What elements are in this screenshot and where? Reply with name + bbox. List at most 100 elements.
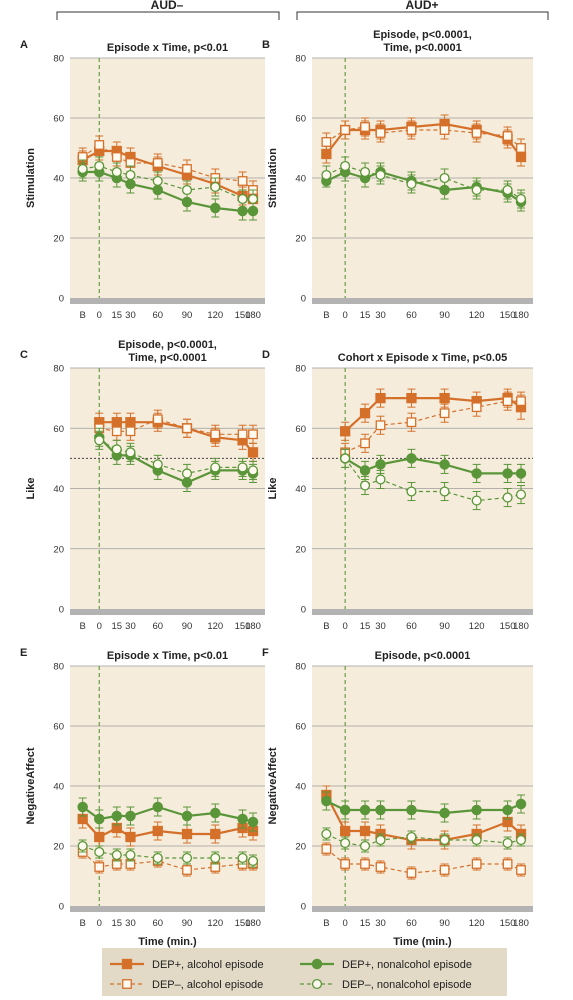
data-point [152, 801, 163, 813]
data-point [406, 868, 417, 878]
x-tick-label: 180 [513, 918, 529, 929]
data-point [94, 140, 105, 150]
y-tick-label: 40 [295, 174, 306, 185]
data-point [237, 462, 248, 473]
y-tick-label: 60 [53, 722, 64, 733]
series-depplus-nonalcohol-episode [321, 791, 527, 823]
x-axis-band [70, 609, 265, 615]
y-tick-label: 20 [53, 842, 64, 853]
data-point [375, 834, 386, 846]
x-tick-label: B [80, 310, 86, 321]
data-point [210, 202, 221, 214]
data-point [471, 468, 482, 479]
series-depminus-nonalcohol-episode [77, 156, 259, 209]
data-point [439, 459, 450, 470]
data-point [237, 176, 248, 186]
x-tick-label: 0 [343, 621, 348, 632]
x-tick-label: B [80, 621, 86, 632]
legend-label: DEP–, nonalcohol episode [342, 979, 472, 991]
y-axis-label: NegativeAffect [25, 747, 37, 824]
legend-swatch-marker [121, 958, 133, 970]
x-tick-label: 180 [513, 310, 529, 321]
panel-title: Time, p<0.0001 [128, 352, 206, 364]
y-tick-label: 80 [295, 54, 306, 65]
data-point [247, 193, 259, 205]
series-line [82, 851, 253, 871]
x-tick-label: 30 [125, 621, 136, 632]
data-point [406, 804, 417, 816]
data-point [125, 849, 136, 861]
data-point [181, 852, 193, 864]
data-point [247, 465, 259, 476]
x-tick-label: 0 [97, 310, 102, 321]
series-line [344, 400, 521, 453]
legend-box [102, 948, 507, 996]
x-tick-label: 150 [235, 918, 251, 929]
data-point [321, 795, 332, 807]
series-depminus-nonalcohol-episode [94, 430, 259, 483]
y-tick-label: 80 [295, 364, 306, 375]
series-depminus-nonalcohol-episode [321, 827, 527, 853]
data-point [471, 804, 482, 816]
y-tick-label: 80 [53, 662, 64, 673]
data-point [471, 859, 482, 869]
x-tick-label: B [80, 918, 86, 929]
data-point [406, 486, 417, 497]
y-tick-label: 20 [53, 234, 64, 245]
data-point [125, 810, 136, 822]
data-point [152, 158, 163, 168]
x-tick-label: 150 [235, 621, 251, 632]
data-point [439, 392, 450, 404]
data-point [152, 852, 163, 864]
data-point [439, 486, 450, 497]
x-axis-label: Time (min.) [138, 936, 197, 948]
data-point [247, 855, 259, 867]
data-point [94, 862, 105, 872]
x-axis-label: Time (min.) [393, 936, 452, 948]
y-axis-label: Like [267, 477, 279, 499]
x-tick-label: 0 [97, 918, 102, 929]
legend-item-depminus-nonalcohol-episode: DEP–, nonalcohol episode [300, 978, 472, 991]
data-point [94, 831, 105, 843]
data-point [515, 834, 527, 846]
data-point [516, 143, 526, 153]
data-point [111, 152, 122, 162]
data-point [406, 417, 417, 428]
data-point [181, 184, 193, 196]
x-tick-label: 150 [500, 918, 516, 929]
series-depminus-nonalcohol-episode [77, 839, 259, 868]
x-axis-band [312, 609, 533, 615]
panel-letter: B [262, 39, 270, 51]
y-tick-label: 40 [295, 782, 306, 793]
panel-title: Episode, p<0.0001, [373, 29, 472, 41]
x-tick-label: 15 [360, 310, 371, 321]
data-point [502, 859, 513, 869]
data-point [210, 828, 221, 840]
x-tick-label: 60 [152, 310, 163, 321]
y-tick-label: 80 [53, 54, 64, 65]
data-point [406, 453, 417, 464]
series-line [326, 165, 522, 200]
x-tick-label: 30 [125, 310, 136, 321]
data-point [152, 175, 163, 187]
y-tick-label: 0 [301, 294, 306, 305]
data-point [321, 844, 332, 854]
data-point [360, 438, 370, 449]
data-point [359, 840, 371, 852]
data-point [515, 468, 527, 479]
data-point [340, 125, 351, 135]
data-point [247, 816, 259, 828]
data-point [321, 169, 332, 181]
data-point [94, 160, 105, 172]
x-tick-label: 180 [245, 918, 261, 929]
x-tick-label: B [323, 621, 329, 632]
x-tick-label: 15 [360, 918, 371, 929]
legend-item-depminus-alcohol-episode: DEP–, alcohol episode [110, 979, 263, 991]
panel-letter: C [20, 349, 28, 361]
x-tick-label: 60 [152, 621, 163, 632]
data-point [375, 169, 386, 181]
